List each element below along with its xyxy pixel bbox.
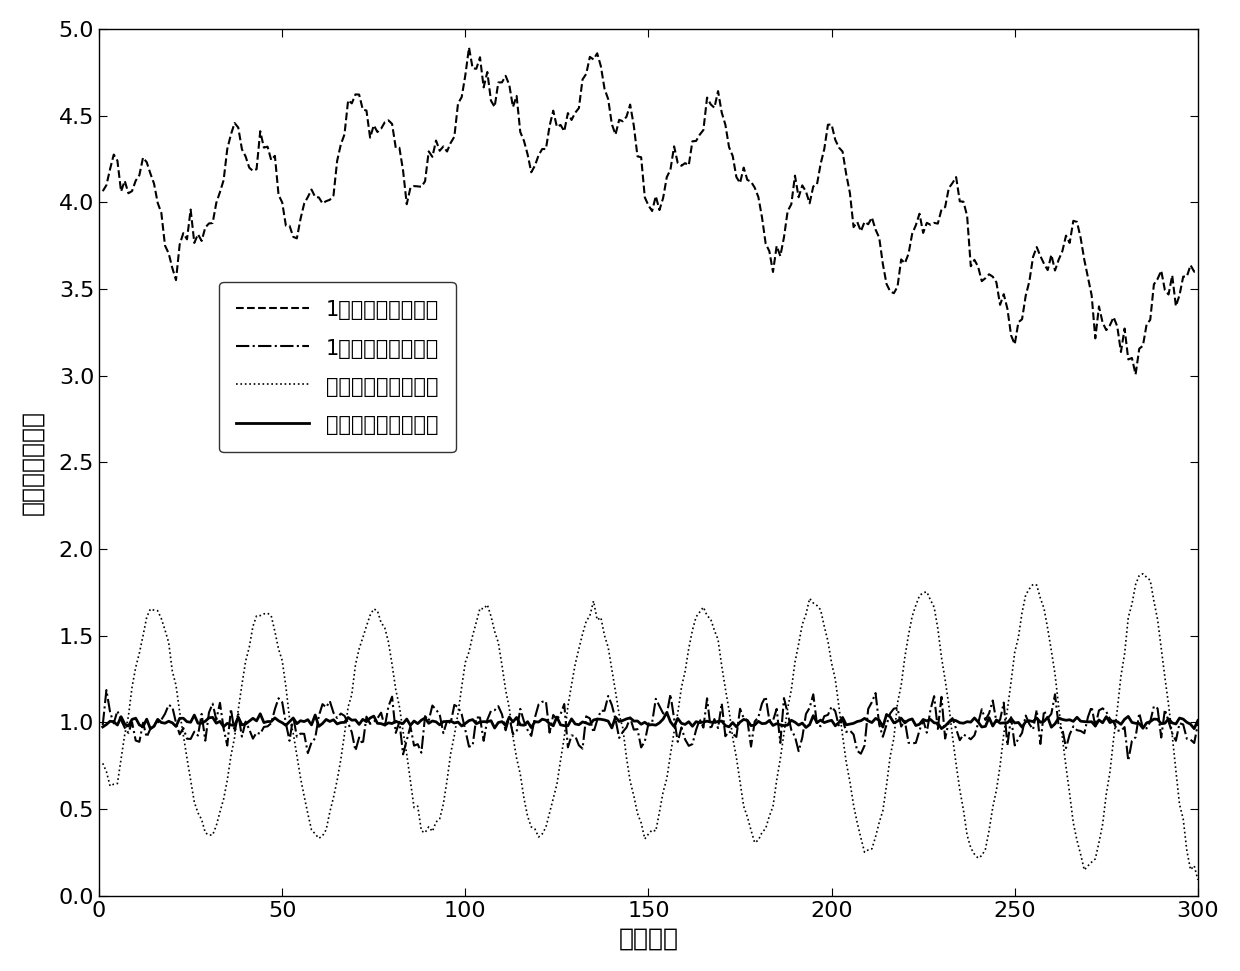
1号传感器原始数据 bbox=[95, 185, 110, 197]
阵列传感器原始数据 bbox=[1087, 854, 1102, 865]
1号传感器标定数据 bbox=[103, 706, 118, 718]
Line: 阵列传感器原始数据: 阵列传感器原始数据 bbox=[103, 574, 1198, 880]
1号传感器标定数据 bbox=[1190, 719, 1205, 730]
阵列传感器标定数据 bbox=[751, 716, 766, 727]
1号传感器原始数据 bbox=[461, 42, 476, 53]
阵列传感器标定数据 bbox=[773, 720, 787, 731]
阵列传感器标定数据 bbox=[1025, 716, 1040, 727]
1号传感器原始数据 bbox=[1190, 265, 1205, 277]
阵列传感器标定数据 bbox=[99, 719, 114, 730]
1号传感器原始数据 bbox=[751, 191, 766, 203]
阵列传感器原始数据 bbox=[99, 766, 114, 778]
1号传感器原始数据 bbox=[769, 240, 784, 251]
阵列传感器原始数据 bbox=[744, 824, 759, 836]
阵列传感器原始数据 bbox=[1190, 874, 1205, 886]
阵列传感器原始数据 bbox=[95, 757, 110, 769]
Legend: 1号传感器原始数据, 1号传感器标定数据, 阵列传感器原始数据, 阵列传感器标定数据: 1号传感器原始数据, 1号传感器标定数据, 阵列传感器原始数据, 阵列传感器标定… bbox=[219, 282, 455, 452]
1号传感器标定数据 bbox=[1091, 705, 1106, 717]
X-axis label: 采样点数: 采样点数 bbox=[619, 926, 678, 951]
阵列传感器原始数据 bbox=[1136, 568, 1151, 580]
1号传感器标定数据 bbox=[769, 703, 784, 715]
1号传感器标定数据 bbox=[1022, 719, 1037, 730]
Line: 阵列传感器标定数据: 阵列传感器标定数据 bbox=[103, 713, 1198, 729]
1号传感器原始数据 bbox=[99, 180, 114, 191]
阵列传感器标定数据 bbox=[1095, 717, 1110, 728]
1号传感器标定数据 bbox=[751, 712, 766, 723]
1号传感器标定数据 bbox=[99, 685, 114, 696]
1号传感器原始数据 bbox=[1128, 369, 1143, 381]
1号传感器原始数据 bbox=[1091, 301, 1106, 313]
1号传感器原始数据 bbox=[1022, 276, 1037, 287]
阵列传感器原始数据 bbox=[748, 837, 763, 849]
1号传感器标定数据 bbox=[1121, 754, 1136, 766]
1号传感器原始数据 bbox=[748, 182, 763, 193]
1号传感器标定数据 bbox=[95, 720, 110, 731]
Line: 1号传感器原始数据: 1号传感器原始数据 bbox=[103, 48, 1198, 375]
阵列传感器原始数据 bbox=[765, 801, 780, 813]
阵列传感器标定数据 bbox=[95, 721, 110, 733]
阵列传感器原始数据 bbox=[1018, 589, 1033, 601]
Y-axis label: 归一化测量模値: 归一化测量模値 bbox=[21, 410, 45, 515]
Line: 1号传感器标定数据: 1号传感器标定数据 bbox=[103, 690, 1198, 760]
阵列传感器标定数据 bbox=[143, 723, 157, 735]
1号传感器标定数据 bbox=[748, 716, 763, 727]
阵列传感器标定数据 bbox=[755, 718, 770, 729]
阵列传感器标定数据 bbox=[660, 707, 675, 719]
阵列传感器标定数据 bbox=[1190, 715, 1205, 726]
